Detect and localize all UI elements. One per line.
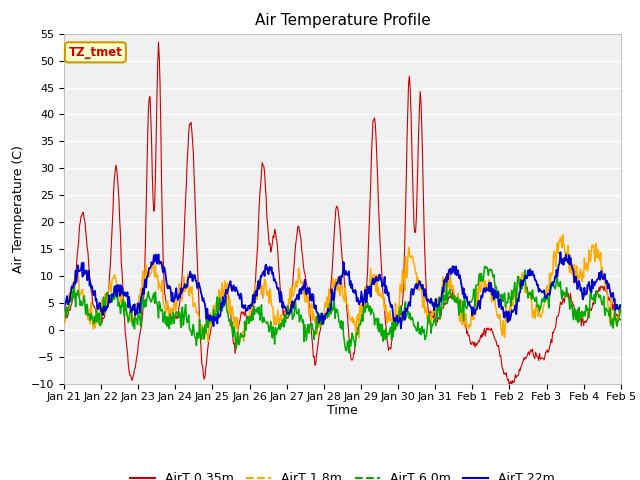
AirT 0.35m xyxy=(60,315,68,321)
AirT 22m xyxy=(397,325,404,331)
Legend: AirT 0.35m, AirT 1.8m, AirT 6.0m, AirT 22m: AirT 0.35m, AirT 1.8m, AirT 6.0m, AirT 2… xyxy=(125,468,560,480)
AirT 0.35m xyxy=(127,376,135,382)
AirT 0.35m xyxy=(214,312,222,318)
AirT 1.8m xyxy=(127,319,135,325)
AirT 22m xyxy=(617,303,625,309)
AirT 6.0m xyxy=(70,281,78,287)
AirT 6.0m xyxy=(617,309,625,315)
Line: AirT 1.8m: AirT 1.8m xyxy=(64,235,621,342)
AirT 6.0m xyxy=(428,330,435,336)
AirT 1.8m xyxy=(559,232,566,238)
AirT 1.8m xyxy=(617,305,625,311)
AirT 0.35m xyxy=(185,131,193,136)
AirT 22m xyxy=(127,309,135,315)
Text: TZ_tmet: TZ_tmet xyxy=(68,46,122,59)
AirT 6.0m xyxy=(127,309,135,314)
Line: AirT 22m: AirT 22m xyxy=(64,252,621,328)
AirT 0.35m xyxy=(411,229,419,235)
Y-axis label: Air Termperature (C): Air Termperature (C) xyxy=(12,145,26,273)
AirT 22m xyxy=(70,279,78,285)
AirT 22m xyxy=(214,321,221,326)
AirT 22m xyxy=(60,307,68,313)
AirT 1.8m xyxy=(70,292,78,298)
AirT 1.8m xyxy=(60,309,68,314)
AirT 6.0m xyxy=(60,309,68,314)
Title: Air Temperature Profile: Air Temperature Profile xyxy=(255,13,430,28)
AirT 1.8m xyxy=(184,270,192,276)
AirT 0.35m xyxy=(506,384,513,390)
X-axis label: Time: Time xyxy=(327,405,358,418)
AirT 1.8m xyxy=(214,301,221,307)
AirT 0.35m xyxy=(428,309,435,315)
AirT 0.35m xyxy=(155,39,163,45)
AirT 22m xyxy=(184,276,192,282)
AirT 6.0m xyxy=(411,324,419,329)
AirT 22m xyxy=(428,296,435,301)
AirT 1.8m xyxy=(411,264,419,270)
AirT 6.0m xyxy=(214,294,221,300)
AirT 6.0m xyxy=(184,319,192,324)
AirT 6.0m xyxy=(481,263,489,269)
AirT 6.0m xyxy=(345,350,353,356)
AirT 1.8m xyxy=(235,339,243,345)
AirT 0.35m xyxy=(70,289,78,295)
Line: AirT 0.35m: AirT 0.35m xyxy=(64,42,621,387)
Line: AirT 6.0m: AirT 6.0m xyxy=(64,266,621,353)
AirT 0.35m xyxy=(617,317,625,323)
AirT 22m xyxy=(557,249,564,255)
AirT 1.8m xyxy=(428,324,435,329)
AirT 22m xyxy=(411,285,419,291)
